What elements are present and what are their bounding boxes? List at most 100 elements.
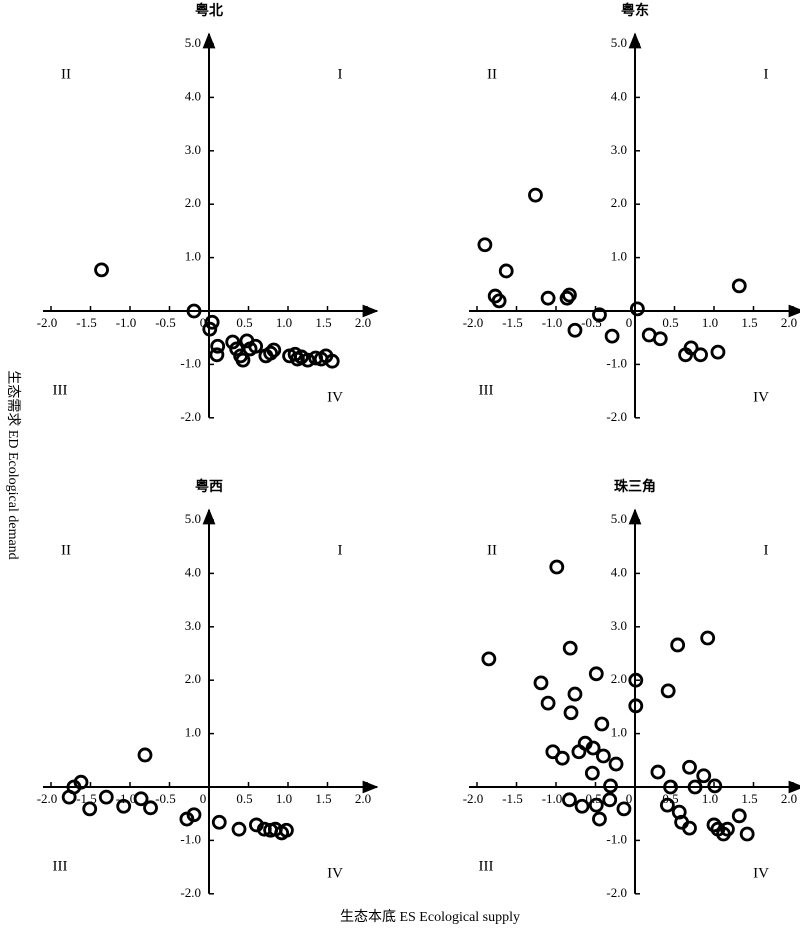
point [186, 807, 202, 823]
point [210, 338, 226, 354]
y-tick-label: -2.0 [180, 409, 201, 424]
x-tick-label: 1.0 [702, 315, 718, 330]
point [596, 748, 611, 764]
point [707, 778, 723, 794]
y-tick-label: -1.0 [606, 355, 627, 370]
point [700, 630, 716, 646]
point [710, 344, 726, 360]
x-tick-label: -0.5 [581, 315, 602, 330]
y-tick-label: 1.0 [611, 725, 627, 740]
point [567, 686, 583, 702]
point [592, 811, 607, 827]
point [683, 340, 699, 356]
quadrant-label: III [479, 858, 494, 874]
point [682, 759, 697, 775]
point [659, 797, 675, 813]
x-tick-label: 2.0 [355, 315, 371, 330]
x-tick-label: 0 [626, 315, 633, 330]
point [604, 328, 620, 344]
point [235, 352, 251, 368]
point [603, 778, 618, 794]
point [204, 314, 220, 330]
point [567, 322, 583, 338]
point [133, 791, 149, 807]
point [202, 321, 218, 337]
x-tick-label: -1.0 [542, 315, 563, 330]
x-tick-label: -2.0 [37, 315, 58, 330]
x-tick-label: 1.5 [741, 315, 757, 330]
point [687, 779, 703, 795]
point [116, 798, 132, 814]
quadrant-label: I [338, 66, 343, 82]
quadrant-label: IV [327, 389, 343, 405]
quadrant-label: III [53, 382, 68, 398]
point [663, 779, 678, 795]
x-tick-label: 0.5 [236, 315, 252, 330]
x-tick-label: -2.0 [463, 791, 484, 806]
x-tick-label: -2.0 [463, 315, 484, 330]
quadrant-label: III [53, 858, 68, 874]
x-tick-label: 1.0 [702, 791, 718, 806]
chart-title: 粤北 [195, 2, 223, 19]
y-tick-label: -2.0 [180, 885, 201, 900]
y-tick-label: 5.0 [611, 35, 627, 50]
point [477, 237, 493, 253]
point [540, 290, 556, 306]
point [563, 705, 579, 721]
y-tick-label: -1.0 [180, 355, 201, 370]
point [554, 750, 570, 766]
point [629, 301, 645, 317]
x-tick-label: 0.5 [236, 791, 252, 806]
x-tick-label: 0.5 [662, 315, 678, 330]
chart-title: 粤东 [621, 2, 649, 19]
y-tick-label: -2.0 [606, 409, 627, 424]
quadrant-label: III [479, 382, 494, 398]
point [574, 798, 590, 814]
point [528, 187, 543, 203]
quadrant-label: I [764, 66, 769, 82]
point [739, 826, 755, 842]
y-tick-label: 5.0 [611, 511, 627, 526]
y-tick-label: -1.0 [606, 831, 627, 846]
quadrant-label: II [487, 66, 497, 82]
point [720, 821, 735, 837]
point [137, 747, 153, 763]
point [682, 820, 697, 836]
point [540, 695, 556, 711]
point [211, 814, 227, 830]
y-tick-label: 1.0 [185, 249, 201, 264]
quadrant-label: II [61, 66, 71, 82]
y-tick-label: -1.0 [180, 831, 201, 846]
y-tick-label: 5.0 [185, 35, 201, 50]
x-tick-label: 1.0 [276, 315, 292, 330]
x-tick-label: 2.0 [355, 791, 371, 806]
point [82, 801, 98, 817]
point [248, 338, 264, 354]
y-tick-label: 5.0 [185, 511, 201, 526]
x-tick-label: 2.0 [781, 315, 797, 330]
x-tick-label: 1.0 [276, 791, 292, 806]
point [592, 307, 607, 323]
x-tick-label: -1.0 [116, 315, 137, 330]
point [696, 768, 712, 784]
y-tick-label: 1.0 [611, 249, 627, 264]
point [670, 637, 686, 653]
point [231, 821, 247, 837]
point [549, 559, 565, 575]
point [628, 672, 644, 688]
y-tick-label: 2.0 [611, 671, 627, 686]
y-tick-label: 3.0 [611, 142, 627, 157]
point [324, 353, 340, 369]
point [588, 797, 604, 813]
x-tick-label: -1.0 [542, 791, 563, 806]
quadrant-label: I [338, 542, 343, 558]
y-tick-label: 4.0 [611, 564, 627, 579]
point [279, 822, 294, 838]
point [209, 347, 225, 363]
quadrant-label: IV [753, 389, 769, 405]
point [562, 640, 578, 656]
quadrant-label: II [487, 542, 497, 558]
point [628, 698, 644, 714]
x-tick-label: -1.5 [76, 315, 97, 330]
